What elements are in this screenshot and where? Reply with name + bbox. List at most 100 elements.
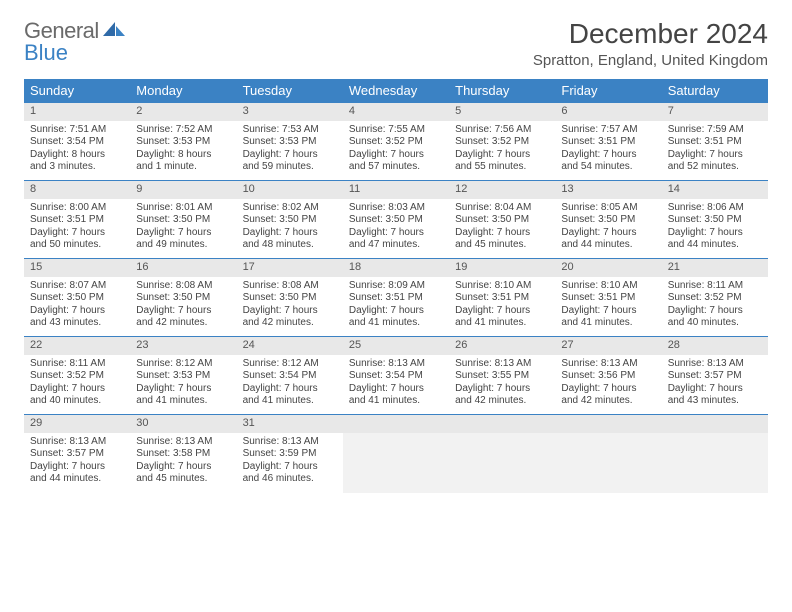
sunset-text: Sunset: 3:51 PM <box>561 292 655 305</box>
day-body: Sunrise: 8:13 AMSunset: 3:57 PMDaylight:… <box>662 355 768 414</box>
weekday-header: Friday <box>555 79 661 102</box>
sunset-text: Sunset: 3:57 PM <box>668 370 762 383</box>
week-row: 8Sunrise: 8:00 AMSunset: 3:51 PMDaylight… <box>24 180 768 258</box>
daylight-text: Daylight: 7 hours and 47 minutes. <box>349 227 443 252</box>
day-cell: 6Sunrise: 7:57 AMSunset: 3:51 PMDaylight… <box>555 102 661 180</box>
weekday-header: Thursday <box>449 79 555 102</box>
sunset-text: Sunset: 3:50 PM <box>561 214 655 227</box>
day-number: 21 <box>662 258 768 277</box>
sunset-text: Sunset: 3:52 PM <box>668 292 762 305</box>
sunset-text: Sunset: 3:50 PM <box>349 214 443 227</box>
day-body: Sunrise: 8:12 AMSunset: 3:53 PMDaylight:… <box>130 355 236 414</box>
daylight-text: Daylight: 7 hours and 43 minutes. <box>668 383 762 408</box>
day-cell: 5Sunrise: 7:56 AMSunset: 3:52 PMDaylight… <box>449 102 555 180</box>
day-cell: 8Sunrise: 8:00 AMSunset: 3:51 PMDaylight… <box>24 180 130 258</box>
day-cell: 2 Sunrise: 7:52 AMSunset: 3:53 PMDaylight… <box>130 102 236 180</box>
day-number: 29 <box>24 414 130 433</box>
day-number: 2 <box>130 102 236 121</box>
day-number: 11 <box>343 180 449 199</box>
sunset-text: Sunset: 3:53 PM <box>136 136 230 149</box>
day-number: 10 <box>237 180 343 199</box>
day-cell: 23Sunrise: 8:12 AMSunset: 3:53 PMDayligh… <box>130 336 236 414</box>
day-body: Sunrise: 8:05 AMSunset: 3:50 PMDaylight:… <box>555 199 661 258</box>
sunset-text: Sunset: 3:54 PM <box>349 370 443 383</box>
daylight-text: Daylight: 7 hours and 44 minutes. <box>668 227 762 252</box>
daylight-text: Daylight: 7 hours and 41 minutes. <box>243 383 337 408</box>
day-cell: 12Sunrise: 8:04 AMSunset: 3:50 PMDayligh… <box>449 180 555 258</box>
sunset-text: Sunset: 3:57 PM <box>30 448 124 461</box>
sunset-text: Sunset: 3:50 PM <box>668 214 762 227</box>
day-number: 22 <box>24 336 130 355</box>
daylight-text: Daylight: 7 hours and 45 minutes. <box>455 227 549 252</box>
sunrise-text: Sunrise: 8:11 AM <box>668 280 762 293</box>
day-body: Sunrise: 8:06 AMSunset: 3:50 PMDaylight:… <box>662 199 768 258</box>
daylight-text: Daylight: 7 hours and 50 minutes. <box>30 227 124 252</box>
sunrise-text: Sunrise: 7:52 AM <box>136 124 230 137</box>
day-number: 15 <box>24 258 130 277</box>
sunset-text: Sunset: 3:50 PM <box>243 214 337 227</box>
daylight-text: Daylight: 7 hours and 42 minutes. <box>243 305 337 330</box>
sunset-text: Sunset: 3:51 PM <box>668 136 762 149</box>
daylight-text: Daylight: 8 hours and 1 minute. <box>136 149 230 174</box>
sunrise-text: Sunrise: 7:56 AM <box>455 124 549 137</box>
day-body: Sunrise: 8:11 AMSunset: 3:52 PMDaylight:… <box>662 277 768 336</box>
location: Spratton, England, United Kingdom <box>533 52 768 69</box>
sunset-text: Sunset: 3:56 PM <box>561 370 655 383</box>
day-body: Sunrise: 8:01 AMSunset: 3:50 PMDaylight:… <box>130 199 236 258</box>
daylight-text: Daylight: 7 hours and 48 minutes. <box>243 227 337 252</box>
day-body: Sunrise: 8:03 AMSunset: 3:50 PMDaylight:… <box>343 199 449 258</box>
week-row: 15Sunrise: 8:07 AMSunset: 3:50 PMDayligh… <box>24 258 768 336</box>
day-cell: 15Sunrise: 8:07 AMSunset: 3:50 PMDayligh… <box>24 258 130 336</box>
daylight-text: Daylight: 7 hours and 42 minutes. <box>136 305 230 330</box>
week-row: 22Sunrise: 8:11 AMSunset: 3:52 PMDayligh… <box>24 336 768 414</box>
title-block: December 2024 Spratton, England, United … <box>533 18 768 69</box>
day-number: 23 <box>130 336 236 355</box>
day-body: Sunrise: 7:55 AMSunset: 3:52 PMDaylight:… <box>343 121 449 180</box>
daylight-text: Daylight: 7 hours and 54 minutes. <box>561 149 655 174</box>
day-body: Sunrise: 8:13 AMSunset: 3:55 PMDaylight:… <box>449 355 555 414</box>
sunrise-text: Sunrise: 8:09 AM <box>349 280 443 293</box>
day-cell <box>555 414 661 493</box>
empty-daynum <box>555 414 661 433</box>
day-body: Sunrise: 8:04 AMSunset: 3:50 PMDaylight:… <box>449 199 555 258</box>
day-cell: 4Sunrise: 7:55 AMSunset: 3:52 PMDaylight… <box>343 102 449 180</box>
daylight-text: Daylight: 7 hours and 44 minutes. <box>561 227 655 252</box>
sunrise-text: Sunrise: 8:06 AM <box>668 202 762 215</box>
daylight-text: Daylight: 7 hours and 42 minutes. <box>455 383 549 408</box>
day-number: 26 <box>449 336 555 355</box>
day-number: 14 <box>662 180 768 199</box>
sunrise-text: Sunrise: 8:07 AM <box>30 280 124 293</box>
day-body: Sunrise: 8:13 AMSunset: 3:54 PMDaylight:… <box>343 355 449 414</box>
day-cell: 29Sunrise: 8:13 AMSunset: 3:57 PMDayligh… <box>24 414 130 493</box>
sunset-text: Sunset: 3:52 PM <box>30 370 124 383</box>
day-cell: 20Sunrise: 8:10 AMSunset: 3:51 PMDayligh… <box>555 258 661 336</box>
daylight-text: Daylight: 7 hours and 40 minutes. <box>668 305 762 330</box>
day-body: Sunrise: 8:13 AMSunset: 3:59 PMDaylight:… <box>237 433 343 492</box>
weekday-header: Sunday <box>24 79 130 102</box>
sunrise-text: Sunrise: 8:13 AM <box>455 358 549 371</box>
daylight-text: Daylight: 7 hours and 41 minutes. <box>349 305 443 330</box>
day-number: 20 <box>555 258 661 277</box>
day-cell: 18Sunrise: 8:09 AMSunset: 3:51 PMDayligh… <box>343 258 449 336</box>
daylight-text: Daylight: 7 hours and 41 minutes. <box>561 305 655 330</box>
header: General December 2024 Spratton, England,… <box>24 18 768 69</box>
sunset-text: Sunset: 3:54 PM <box>243 370 337 383</box>
daylight-text: Daylight: 7 hours and 41 minutes. <box>455 305 549 330</box>
day-number: 7 <box>662 102 768 121</box>
sunset-text: Sunset: 3:52 PM <box>349 136 443 149</box>
day-body: Sunrise: 8:10 AMSunset: 3:51 PMDaylight:… <box>449 277 555 336</box>
week-row: 1Sunrise: 7:51 AMSunset: 3:54 PMDaylight… <box>24 102 768 180</box>
week-row: 29Sunrise: 8:13 AMSunset: 3:57 PMDayligh… <box>24 414 768 493</box>
sunrise-text: Sunrise: 8:13 AM <box>243 436 337 449</box>
day-cell: 9Sunrise: 8:01 AMSunset: 3:50 PMDaylight… <box>130 180 236 258</box>
day-body: Sunrise: 8:12 AMSunset: 3:54 PMDaylight:… <box>237 355 343 414</box>
day-cell: 27Sunrise: 8:13 AMSunset: 3:56 PMDayligh… <box>555 336 661 414</box>
day-cell: 3Sunrise: 7:53 AMSunset: 3:53 PMDaylight… <box>237 102 343 180</box>
sunrise-text: Sunrise: 8:13 AM <box>136 436 230 449</box>
sunrise-text: Sunrise: 8:08 AM <box>136 280 230 293</box>
sunset-text: Sunset: 3:53 PM <box>243 136 337 149</box>
day-cell: 22Sunrise: 8:11 AMSunset: 3:52 PMDayligh… <box>24 336 130 414</box>
sunrise-text: Sunrise: 8:13 AM <box>349 358 443 371</box>
day-cell <box>449 414 555 493</box>
calendar-table: Sunday Monday Tuesday Wednesday Thursday… <box>24 79 768 493</box>
